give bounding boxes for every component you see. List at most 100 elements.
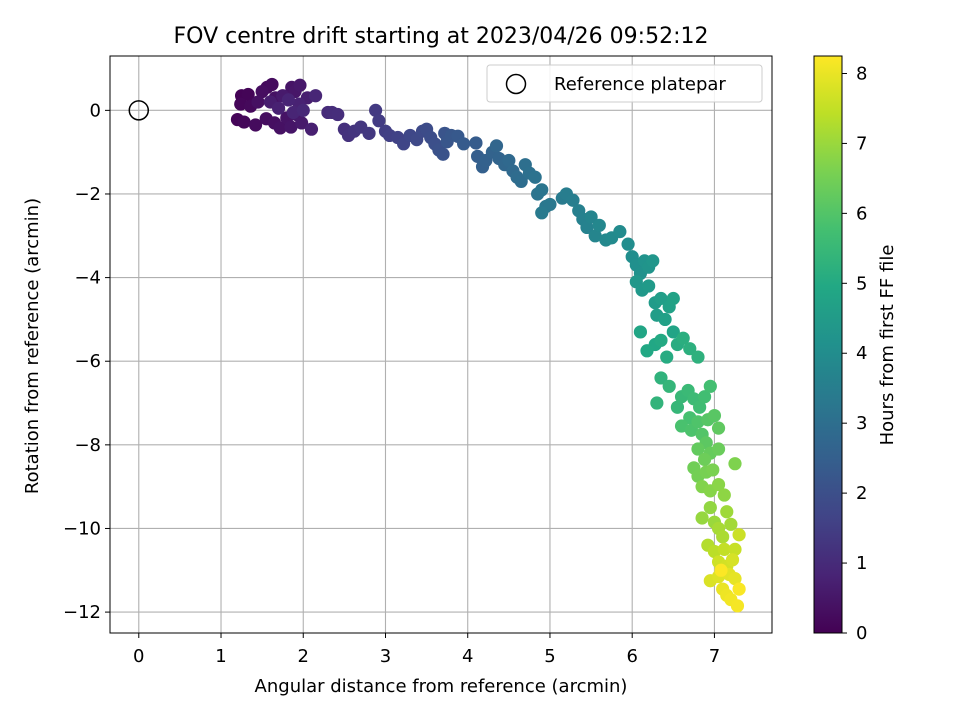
colorbar-ticks: 0 1 2 3 4 5 6 7 8 (842, 63, 867, 644)
data-point (237, 115, 251, 129)
data-point (234, 97, 248, 111)
x-axis-ticks: 0 1 2 3 4 5 6 7 (133, 633, 720, 667)
data-point (658, 312, 672, 327)
x-tick-label: 1 (215, 646, 226, 667)
data-point (693, 400, 707, 414)
data-point (640, 344, 654, 358)
data-point (697, 452, 712, 467)
data-point (654, 371, 668, 385)
data-point (248, 118, 263, 132)
data-point (646, 254, 660, 268)
colorbar: 0 1 2 3 4 5 6 7 8 Hours from first FF file (813, 55, 898, 644)
data-point (728, 457, 742, 471)
data-point (650, 396, 664, 410)
data-point (695, 511, 709, 525)
data-point (295, 116, 309, 130)
x-tick-label: 5 (544, 646, 555, 667)
y-tick-label: −4 (74, 268, 101, 289)
data-point (703, 500, 717, 515)
data-point (514, 174, 528, 189)
y-tick-label: −8 (74, 435, 101, 456)
data-point (666, 291, 680, 306)
colorbar-tick-label: 2 (856, 483, 867, 504)
data-point (691, 415, 705, 429)
data-point (580, 220, 594, 235)
colorbar-gradient (813, 55, 843, 634)
data-point (714, 563, 728, 577)
data-point (469, 136, 483, 150)
data-point (584, 210, 598, 224)
data-point (621, 237, 635, 251)
colorbar-tick-label: 7 (856, 133, 867, 154)
data-point (728, 572, 742, 586)
data-point (711, 442, 726, 456)
data-point (251, 95, 265, 109)
data-point (489, 139, 504, 153)
data-point (724, 517, 738, 531)
data-point (293, 78, 307, 92)
data-points (230, 77, 746, 613)
data-point (528, 170, 542, 184)
y-axis-ticks: 0 −2 −4 −6 −8 −10 −12 (63, 100, 110, 623)
data-point (284, 120, 298, 134)
data-point (654, 291, 668, 306)
x-tick-label: 0 (133, 646, 144, 667)
colorbar-tick-label: 3 (856, 413, 867, 434)
data-point (717, 488, 731, 502)
data-point (720, 505, 734, 519)
data-point (642, 279, 656, 293)
colorbar-tick-label: 6 (856, 203, 867, 224)
y-axis-label: Rotation from reference (arcmin) (22, 198, 43, 494)
data-point (670, 400, 685, 414)
data-point (674, 419, 689, 433)
data-point (691, 350, 705, 364)
data-point (457, 137, 471, 151)
data-point (369, 103, 383, 117)
data-point (697, 390, 712, 404)
data-point (502, 153, 516, 168)
y-tick-label: −10 (63, 518, 101, 539)
data-point (592, 218, 606, 232)
y-tick-label: −2 (74, 184, 101, 205)
data-point (304, 122, 319, 136)
colorbar-tick-label: 1 (856, 553, 867, 574)
data-point (666, 325, 680, 339)
data-point (331, 107, 345, 122)
x-tick-label: 2 (298, 646, 309, 667)
data-point (676, 331, 690, 345)
x-axis-label: Angular distance from reference (arcmin) (255, 676, 628, 697)
data-point (271, 101, 286, 115)
data-point (535, 206, 549, 220)
data-point (660, 350, 674, 364)
data-point (566, 193, 580, 207)
data-point (633, 325, 648, 339)
y-tick-label: 0 (90, 100, 101, 121)
data-point (588, 229, 602, 243)
x-tick-label: 6 (626, 646, 637, 667)
data-point (362, 126, 376, 140)
data-point (296, 103, 310, 117)
data-point (703, 379, 717, 393)
legend: Reference platepar (486, 64, 763, 103)
legend-label: Reference platepar (554, 74, 726, 95)
data-point (707, 408, 722, 423)
data-point (728, 542, 742, 556)
data-point (255, 84, 269, 99)
data-point (691, 442, 705, 456)
data-point (265, 77, 279, 92)
y-tick-label: −6 (74, 351, 101, 372)
data-point (717, 542, 731, 556)
data-point (732, 528, 746, 542)
data-point (725, 553, 740, 567)
plot-frame (109, 55, 773, 634)
data-point (662, 379, 676, 393)
colorbar-tick-label: 8 (856, 63, 867, 84)
data-point (706, 463, 720, 477)
reference-platepar-marker (128, 100, 150, 121)
data-point (711, 421, 726, 435)
data-point (308, 89, 323, 103)
y-tick-label: −12 (63, 602, 101, 623)
data-point (281, 93, 296, 107)
chart-title: FOV centre drift starting at 2023/04/26 … (174, 24, 709, 49)
data-point (707, 544, 722, 559)
